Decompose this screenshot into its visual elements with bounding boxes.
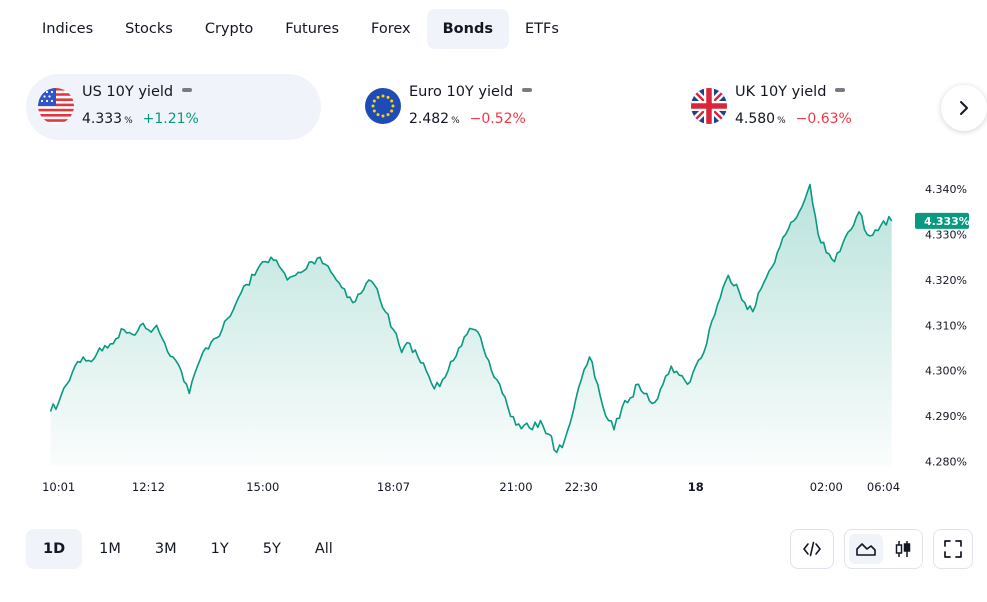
market-category-tabs: Indices Stocks Crypto Futures Forex Bonds ETFs bbox=[26, 9, 575, 49]
area-chart-icon bbox=[856, 543, 876, 556]
y-tick-label: 4.340% bbox=[925, 183, 967, 196]
range-3m[interactable]: 3M bbox=[154, 541, 177, 557]
embed-tool bbox=[790, 529, 834, 569]
candlestick-icon bbox=[895, 541, 911, 557]
ticker-name: UK 10Y yield bbox=[735, 84, 827, 100]
tab-stocks[interactable]: Stocks bbox=[125, 21, 173, 37]
ticker-card-1[interactable]: US 10Y yield 4.333% +1.21% bbox=[26, 74, 321, 140]
fullscreen-button[interactable] bbox=[937, 534, 969, 564]
x-axis: 10:01 12:12 15:00 18:07 21:00 22:30 18 02:00 06:… bbox=[42, 480, 900, 494]
x-tick-label: 10:01 bbox=[42, 480, 75, 494]
uk-flag-icon bbox=[691, 88, 727, 124]
ticker-change: +1.21% bbox=[142, 111, 199, 127]
ticker-unit: % bbox=[777, 116, 786, 126]
time-range-selector: 1D 1M 3M 1Y 5Y All bbox=[26, 529, 350, 569]
range-1y[interactable]: 1Y bbox=[210, 541, 229, 557]
ticker-name-row: Euro 10Y yield bbox=[409, 84, 533, 100]
market-status-dash-icon bbox=[522, 88, 533, 92]
range-5y[interactable]: 5Y bbox=[262, 541, 281, 557]
x-tick-label: 06:04 bbox=[867, 480, 900, 494]
us-flag-icon bbox=[38, 88, 74, 124]
ticker-value: 2.482 bbox=[409, 111, 450, 127]
ticker-unit: % bbox=[124, 116, 133, 126]
next-tickers-button[interactable] bbox=[941, 85, 987, 131]
x-tick-label: 12:12 bbox=[132, 480, 165, 494]
candles-style-button[interactable] bbox=[887, 534, 919, 564]
code-icon bbox=[803, 541, 821, 557]
series-line bbox=[49, 183, 893, 454]
current-value-tag: 4.333% bbox=[915, 212, 970, 229]
y-tick-label: 4.320% bbox=[925, 274, 967, 287]
y-tick-label: 4.300% bbox=[925, 365, 967, 378]
range-1m[interactable]: 1M bbox=[99, 541, 121, 557]
chart-style-toggle bbox=[844, 529, 923, 569]
y-tick-label: 4.310% bbox=[925, 319, 967, 332]
ticker-card-3[interactable]: UK 10Y yield 4.580% −0.63% bbox=[679, 74, 957, 140]
x-tick-label: 18:07 bbox=[377, 480, 410, 494]
y-tick-label: 4.330% bbox=[925, 229, 967, 242]
ticker-value: 4.580 bbox=[735, 111, 776, 127]
x-tick-label: 21:00 bbox=[499, 480, 532, 494]
ticker-change: −0.52% bbox=[469, 111, 526, 127]
tab-etfs[interactable]: ETFs bbox=[524, 21, 559, 37]
y-axis: 4.280% 4.290% 4.300% 4.310% 4.320% 4.330% 4.34… bbox=[925, 183, 967, 468]
ticker-name-row: US 10Y yield bbox=[82, 84, 193, 100]
x-tick-label: 15:00 bbox=[246, 480, 279, 494]
x-tick-label: 02:00 bbox=[810, 480, 843, 494]
area-fill bbox=[50, 184, 892, 466]
ticker-unit: % bbox=[451, 116, 460, 126]
bond-ticker-strip: US 10Y yield 4.333% +1.21% Euro 10Y yield 2.… bbox=[26, 74, 987, 140]
ticker-values: 2.482% −0.52% bbox=[409, 111, 526, 127]
market-status-dash-icon bbox=[182, 88, 193, 92]
eu-flag-icon bbox=[365, 88, 401, 124]
ticker-name-row: UK 10Y yield bbox=[735, 84, 846, 100]
ticker-values: 4.333% +1.21% bbox=[82, 111, 199, 127]
range-1d[interactable]: 1D bbox=[26, 529, 83, 569]
tab-bonds[interactable]: Bonds bbox=[426, 9, 509, 49]
current-value-tag-bg bbox=[915, 212, 969, 229]
area-style-button[interactable] bbox=[849, 534, 883, 564]
chevron-right-icon bbox=[960, 101, 968, 115]
tab-indices[interactable]: Indices bbox=[42, 21, 94, 37]
tab-forex[interactable]: Forex bbox=[371, 21, 411, 37]
x-tick-label: 18 bbox=[688, 480, 704, 494]
fullscreen-tool bbox=[933, 529, 973, 569]
ticker-change: −0.63% bbox=[795, 111, 852, 127]
ticker-value: 4.333 bbox=[82, 111, 123, 127]
current-value-label: 4.333% bbox=[924, 215, 970, 228]
y-tick-label: 4.290% bbox=[925, 410, 967, 423]
fullscreen-icon bbox=[944, 540, 962, 558]
x-tick-label: 22:30 bbox=[565, 480, 598, 494]
y-tick-label: 4.280% bbox=[925, 456, 967, 469]
ticker-name: Euro 10Y yield bbox=[409, 84, 514, 100]
tab-futures[interactable]: Futures bbox=[285, 21, 340, 37]
ticker-card-2[interactable]: Euro 10Y yield 2.482% −0.52% bbox=[353, 74, 643, 140]
range-all[interactable]: All bbox=[314, 541, 333, 557]
embed-button[interactable] bbox=[796, 534, 828, 564]
ticker-name: US 10Y yield bbox=[82, 84, 174, 100]
ticker-values: 4.580% −0.63% bbox=[735, 111, 852, 127]
tab-crypto[interactable]: Crypto bbox=[204, 21, 254, 37]
yield-chart[interactable]: 4.280% 4.290% 4.300% 4.310% 4.320% 4.330% 4.34… bbox=[0, 170, 987, 500]
market-status-dash-icon bbox=[835, 88, 846, 92]
